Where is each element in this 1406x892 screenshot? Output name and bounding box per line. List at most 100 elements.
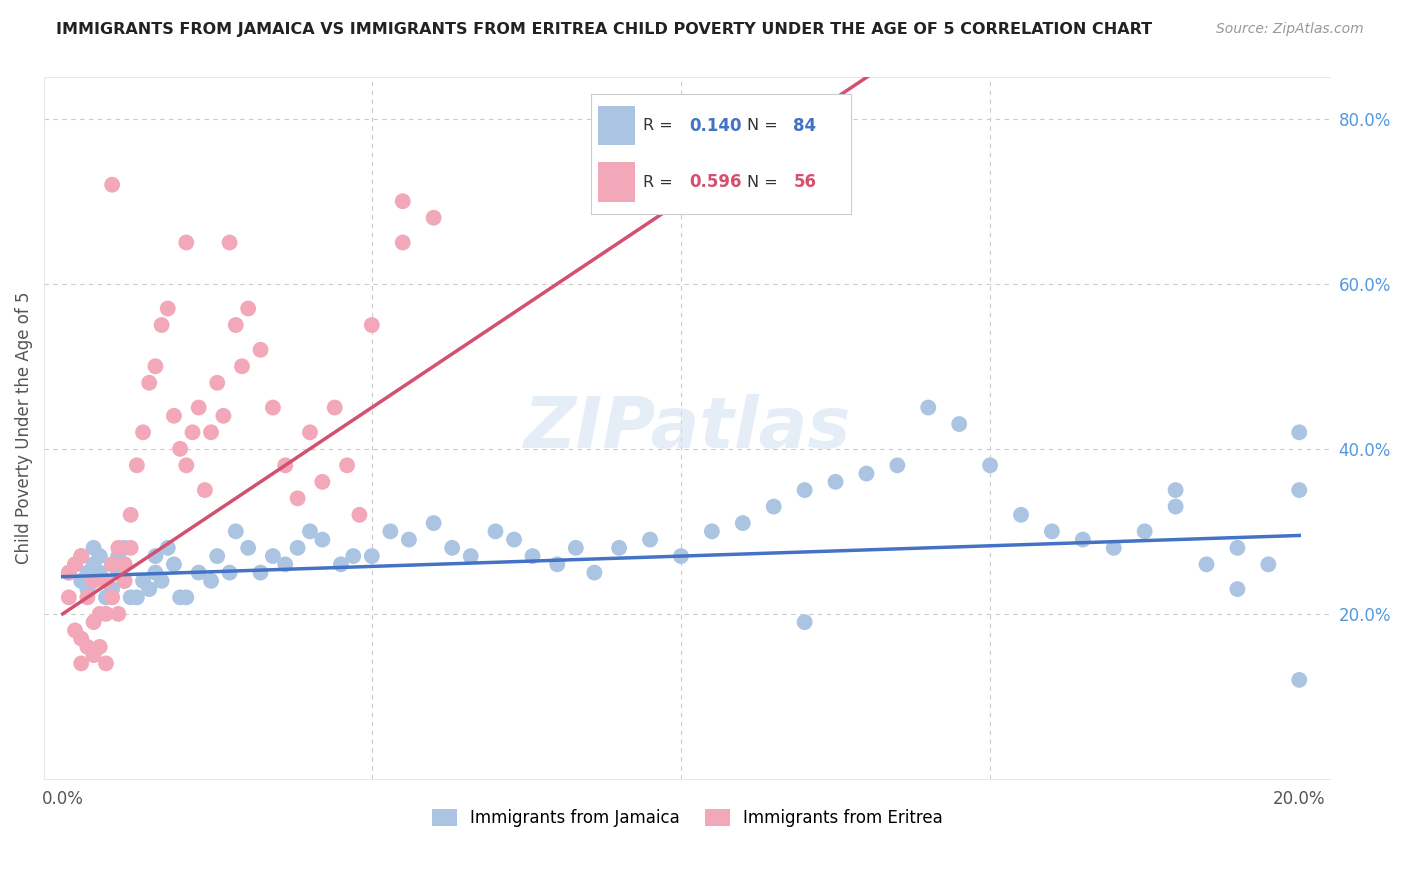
Point	[63, 624, 86, 638]
Point	[58, 591, 80, 605]
Point	[917, 401, 939, 415]
Point	[231, 359, 253, 374]
Point	[311, 533, 333, 547]
Point	[323, 401, 346, 415]
Point	[101, 178, 124, 192]
Point	[731, 516, 754, 530]
Point	[125, 591, 148, 605]
Point	[83, 648, 105, 662]
Point	[94, 657, 117, 671]
Point	[1257, 558, 1279, 572]
Text: IMMIGRANTS FROM JAMAICA VS IMMIGRANTS FROM ERITREA CHILD POVERTY UNDER THE AGE O: IMMIGRANTS FROM JAMAICA VS IMMIGRANTS FR…	[56, 22, 1153, 37]
Point	[422, 211, 444, 225]
Point	[218, 235, 240, 250]
Point	[89, 607, 111, 621]
Point	[83, 615, 105, 629]
Point	[125, 458, 148, 473]
Point	[824, 475, 846, 489]
Point	[76, 582, 98, 596]
Point	[225, 318, 247, 332]
Point	[207, 376, 229, 390]
Point	[762, 500, 785, 514]
Point	[793, 615, 815, 629]
Point	[398, 533, 420, 547]
Point	[70, 574, 93, 588]
Point	[1040, 524, 1063, 539]
Point	[89, 549, 111, 563]
Point	[391, 194, 413, 209]
Text: 84: 84	[793, 117, 817, 135]
Point	[855, 467, 877, 481]
Point	[107, 549, 129, 563]
Point	[360, 549, 382, 563]
Point	[212, 409, 235, 423]
Point	[380, 524, 402, 539]
Point	[583, 566, 606, 580]
Point	[298, 524, 321, 539]
Point	[145, 359, 167, 374]
Point	[156, 301, 179, 316]
Point	[249, 343, 271, 357]
Point	[200, 425, 222, 440]
Point	[169, 442, 191, 456]
Text: R =: R =	[643, 118, 678, 133]
Point	[503, 533, 526, 547]
Point	[94, 607, 117, 621]
Point	[101, 582, 124, 596]
Point	[114, 574, 136, 588]
Point	[163, 558, 186, 572]
Point	[1195, 558, 1218, 572]
Point	[187, 401, 209, 415]
Legend: Immigrants from Jamaica, Immigrants from Eritrea: Immigrants from Jamaica, Immigrants from…	[425, 802, 949, 834]
Point	[76, 640, 98, 654]
Point	[83, 558, 105, 572]
Point	[360, 318, 382, 332]
Point	[58, 566, 80, 580]
Point	[1164, 483, 1187, 497]
Point	[274, 558, 297, 572]
Point	[236, 301, 259, 316]
Point	[163, 409, 186, 423]
Point	[236, 541, 259, 555]
Point	[391, 235, 413, 250]
Point	[101, 558, 124, 572]
Point	[150, 574, 173, 588]
Point	[156, 541, 179, 555]
Text: Source: ZipAtlas.com: Source: ZipAtlas.com	[1216, 22, 1364, 37]
Point	[132, 425, 155, 440]
Point	[176, 458, 198, 473]
Point	[262, 549, 284, 563]
Bar	[599, 162, 634, 202]
Point	[700, 524, 723, 539]
Point	[484, 524, 506, 539]
Point	[89, 640, 111, 654]
Point	[132, 574, 155, 588]
Text: 0.596: 0.596	[689, 173, 742, 191]
Point	[349, 508, 371, 522]
Point	[114, 558, 136, 572]
Point	[194, 483, 217, 497]
Bar	[599, 106, 634, 145]
Text: 0.140: 0.140	[689, 117, 742, 135]
Point	[150, 318, 173, 332]
Point	[94, 591, 117, 605]
Point	[114, 574, 136, 588]
Point	[70, 657, 93, 671]
Point	[83, 574, 105, 588]
Point	[793, 483, 815, 497]
Point	[138, 376, 160, 390]
Point	[298, 425, 321, 440]
Point	[262, 401, 284, 415]
Point	[138, 582, 160, 596]
Point	[225, 524, 247, 539]
Point	[107, 607, 129, 621]
Point	[546, 558, 568, 572]
Point	[58, 566, 80, 580]
Point	[63, 558, 86, 572]
Point	[169, 591, 191, 605]
Point	[311, 475, 333, 489]
Point	[1288, 483, 1310, 497]
Point	[979, 458, 1001, 473]
Point	[669, 549, 692, 563]
Point	[114, 558, 136, 572]
